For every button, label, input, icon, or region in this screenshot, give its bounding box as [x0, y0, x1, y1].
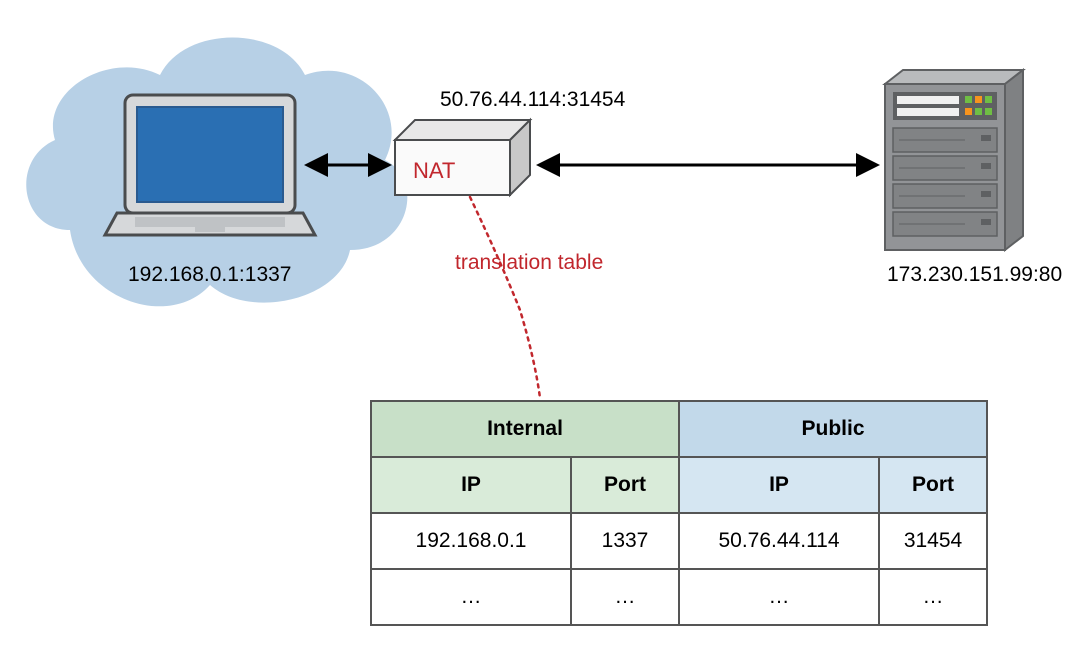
table-cell: 31454 [879, 513, 987, 569]
server-ip-label: 173.230.151.99:80 [887, 263, 1062, 287]
laptop-icon [105, 95, 315, 235]
table-cell: 192.168.0.1 [371, 513, 571, 569]
table-subheader: Port [571, 457, 679, 513]
table-cell: … [371, 569, 571, 625]
table-header-internal: Internal [371, 401, 679, 457]
translation-table: Internal Public IP Port IP Port 192.168.… [370, 400, 988, 626]
table-cell: 50.76.44.114 [679, 513, 879, 569]
table-row: … … … … [371, 569, 987, 625]
table-subheader: Port [879, 457, 987, 513]
table-cell: … [679, 569, 879, 625]
nat-ip-label: 50.76.44.114:31454 [440, 88, 625, 112]
translation-table-caption: translation table [455, 251, 603, 275]
server-icon [885, 70, 1023, 250]
table-cell: 1337 [571, 513, 679, 569]
table-cell: … [879, 569, 987, 625]
laptop-ip-label: 192.168.0.1:1337 [128, 263, 292, 287]
table-subheader: IP [679, 457, 879, 513]
table-subheader: IP [371, 457, 571, 513]
table-header-public: Public [679, 401, 987, 457]
connector-nat-table [470, 197, 540, 398]
table-row: 192.168.0.1 1337 50.76.44.114 31454 [371, 513, 987, 569]
table-cell: … [571, 569, 679, 625]
nat-box-label: NAT [413, 158, 455, 184]
